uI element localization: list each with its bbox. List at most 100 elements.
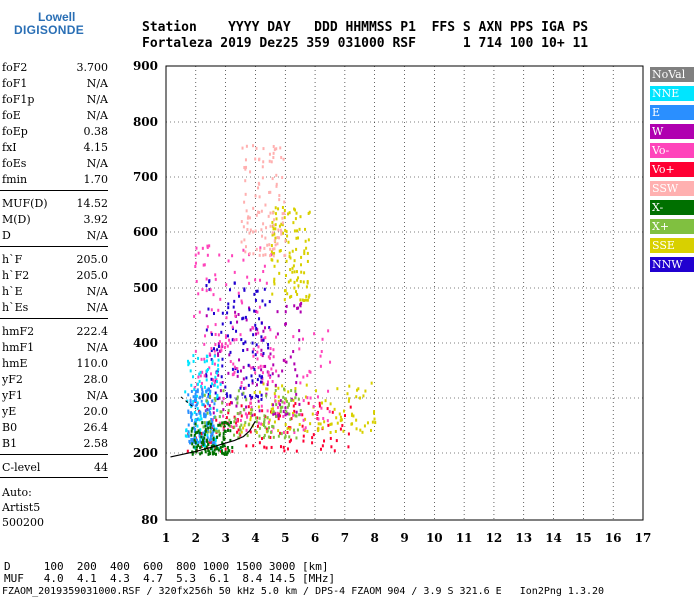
data-point [240,423,243,427]
data-point [280,232,283,236]
data-point [247,423,250,427]
data-point [190,389,193,393]
data-point [298,329,301,333]
data-point [224,342,227,346]
data-point [252,354,255,358]
data-point [273,264,276,268]
data-point [204,334,207,338]
data-point [284,434,287,438]
data-point [190,405,193,409]
data-point [277,434,280,438]
data-point [233,425,236,429]
data-point [217,423,220,427]
data-point [212,347,215,351]
data-point [234,310,237,314]
data-point [244,340,247,344]
data-point [272,407,275,411]
data-point [215,371,218,375]
data-point [222,437,225,441]
data-point [255,289,258,293]
param-row: h`F 205.0 [2,253,108,269]
data-point [245,165,248,169]
data-point [204,424,207,428]
data-point [210,444,213,448]
data-point [260,368,263,372]
data-point [263,326,266,330]
data-point [201,392,204,396]
param-name: foEp [2,125,28,138]
data-point [210,331,213,335]
data-point [231,254,234,258]
data-point [272,355,275,359]
data-point [279,146,282,150]
data-point [218,396,221,400]
data-point [268,418,271,422]
data-point [269,190,272,194]
data-point [206,388,209,392]
data-point [293,362,296,366]
data-point [199,370,202,374]
data-point [334,429,337,433]
param-row: M(D) 3.92 [2,213,108,229]
data-point [285,410,288,414]
data-point [241,392,244,396]
data-point [294,414,297,418]
data-point [269,436,272,440]
x-tick-label: 4 [251,531,259,545]
data-point [228,424,231,428]
data-point [319,447,322,451]
param-row: foF1p N/A [2,93,108,109]
data-point [293,286,296,290]
x-tick-label: 14 [545,531,562,545]
data-point [294,368,297,372]
data-point [251,381,254,385]
data-point [265,446,268,450]
data-point [217,373,220,377]
data-point [211,420,214,424]
data-point [228,338,231,342]
data-point [309,422,312,426]
data-point [288,440,291,444]
data-point [336,387,339,391]
data-point [242,377,245,381]
data-point [213,415,216,419]
data-point [304,417,307,421]
data-point [271,379,274,383]
data-point [253,292,256,296]
data-point [205,378,208,382]
data-point [361,430,364,434]
data-point [304,298,307,302]
data-point [222,426,225,430]
data-point [282,358,285,362]
param-name: h`F [2,253,23,266]
data-point [289,438,292,442]
data-point [194,404,197,408]
data-point [288,211,291,215]
data-point [352,414,355,418]
data-point [229,360,232,364]
data-point [200,435,203,439]
data-point [233,420,236,424]
data-point [266,383,269,387]
data-point [253,391,256,395]
data-point [281,212,284,216]
data-point [374,421,377,425]
data-point [260,393,263,397]
data-point [206,436,209,440]
data-point [270,411,273,415]
separator [0,246,108,247]
data-point [277,228,280,232]
y-tick-label: 900 [133,59,158,73]
data-point [302,418,305,422]
data-point [272,144,275,148]
data-point [214,437,217,441]
data-point [214,391,217,395]
data-point [218,253,221,257]
data-point [300,263,303,267]
data-point [201,394,204,398]
data-point [221,380,224,384]
data-point [212,312,215,316]
data-point [262,222,265,226]
data-point [307,211,310,215]
data-point [269,254,272,258]
